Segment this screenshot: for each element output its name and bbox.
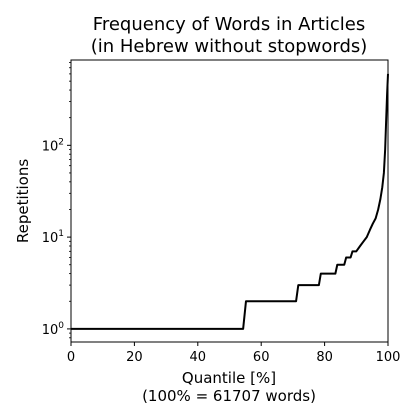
chart-title-line1: Frequency of Words in Articles <box>93 14 365 35</box>
y-tick-label: 100 <box>42 321 65 338</box>
x-tick-label: 100 <box>376 350 401 365</box>
x-axis-label-line1: Quantile [%] <box>182 369 276 387</box>
x-tick-label: 60 <box>253 350 270 365</box>
series-layer <box>71 73 389 330</box>
y-axis-ticks: 100 101 102 <box>42 62 71 339</box>
x-tick-label: 80 <box>316 350 333 365</box>
x-axis-label-line2: (100% = 61707 words) <box>142 387 316 405</box>
y-axis-label: Repetitions <box>14 159 32 244</box>
x-tick-label: 40 <box>190 350 207 365</box>
plot-frame <box>70 59 389 343</box>
x-tick-label: 0 <box>67 350 75 365</box>
chart-title-line2: (in Hebrew without stopwords) <box>91 36 368 57</box>
y-tick-label: 101 <box>42 229 64 246</box>
y-tick-label: 102 <box>42 137 64 154</box>
x-tick-label: 20 <box>126 350 143 365</box>
plot-area: 100 101 102 0 20 40 60 80 100 <box>42 59 401 365</box>
x-axis-ticks: 0 20 40 60 80 100 <box>67 342 401 365</box>
series-line <box>71 73 389 330</box>
